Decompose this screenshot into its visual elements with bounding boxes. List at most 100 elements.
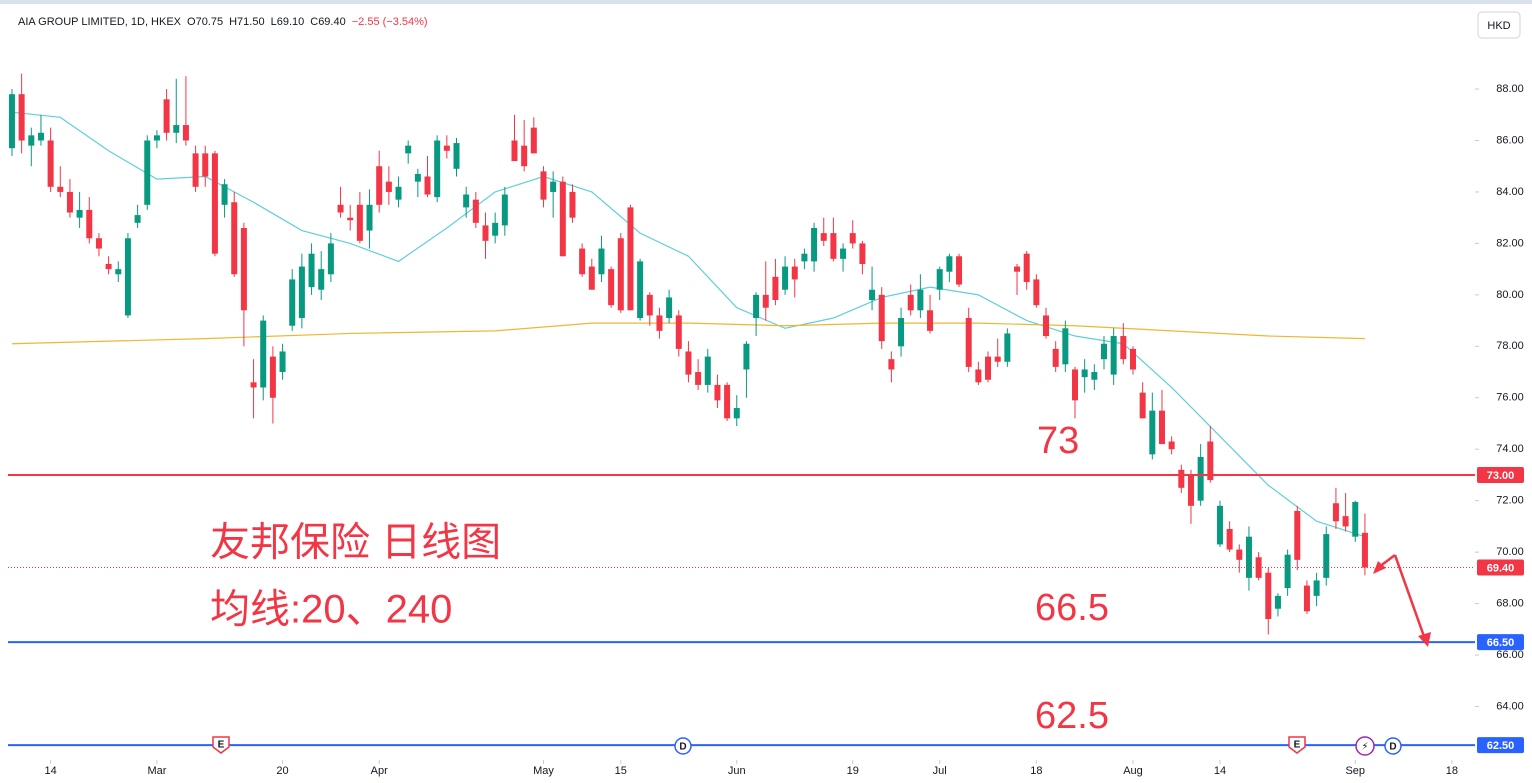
candle-body <box>936 269 943 290</box>
candle-body <box>153 135 160 141</box>
candle-body <box>675 315 682 349</box>
candle-body <box>1081 369 1088 378</box>
candle-body <box>743 343 750 370</box>
event-label[interactable]: ⚡ <box>1361 742 1368 753</box>
candle-body <box>124 238 131 316</box>
candle-body <box>1129 348 1136 370</box>
candle-body <box>559 181 566 257</box>
y-tick-label: 68.00 <box>1496 597 1524 609</box>
candle-body <box>801 253 808 262</box>
candle-body <box>1245 536 1252 578</box>
arrow-head <box>1373 561 1386 574</box>
x-tick-label: Apr <box>371 765 388 777</box>
y-tick-label: 72.00 <box>1496 495 1524 507</box>
moving-average <box>11 322 1365 345</box>
candle-body <box>414 173 421 182</box>
candle-body <box>762 294 769 308</box>
candle-body <box>1342 516 1349 527</box>
currency[interactable]: HKD <box>1487 20 1510 32</box>
event-label[interactable]: D <box>679 742 686 753</box>
x-tick-label: May <box>533 765 554 777</box>
candle-body <box>888 359 895 370</box>
candle-body <box>47 140 54 187</box>
candle-body <box>424 176 431 195</box>
candle-body <box>37 132 44 141</box>
candle-body <box>86 209 93 239</box>
candle-body <box>617 238 624 311</box>
currency-button[interactable] <box>1477 11 1521 39</box>
candle-body <box>1352 501 1359 537</box>
candle-body <box>443 145 450 151</box>
event-icon[interactable] <box>212 736 230 754</box>
y-tick-label: 84.00 <box>1496 186 1524 198</box>
candle-body <box>163 99 170 133</box>
event-label[interactable]: E <box>1294 740 1301 751</box>
candle-body <box>1139 392 1146 419</box>
candle-body <box>105 263 112 270</box>
candle-body <box>685 351 692 375</box>
candle-body <box>1178 469 1185 488</box>
ohlc: C69.40 <box>310 16 345 28</box>
level-label: 62.50 <box>1487 740 1515 752</box>
candle-body <box>985 356 992 380</box>
candle-body <box>1187 474 1194 506</box>
y-tick-label: 66.00 <box>1496 649 1524 661</box>
x-tick-label: 20 <box>276 765 288 777</box>
event-icon[interactable] <box>1384 737 1402 755</box>
candle-body <box>840 248 847 259</box>
candle-body <box>791 266 798 280</box>
event-label[interactable]: D <box>1389 742 1396 753</box>
ohlc: O70.75 <box>187 16 223 28</box>
candle-body <box>627 207 634 311</box>
candle-body <box>356 204 363 241</box>
candle-body <box>202 153 209 177</box>
event-icon[interactable] <box>1355 736 1375 756</box>
candle-body <box>76 209 83 218</box>
candle-body <box>859 243 866 264</box>
x-tick-label: Jun <box>728 765 746 777</box>
candle-body <box>1313 580 1320 596</box>
candle-body <box>501 194 508 226</box>
arrow-head <box>1418 632 1431 647</box>
y-tick-label: 76.00 <box>1496 392 1524 404</box>
candle-body <box>704 356 711 385</box>
events: E D E ⚡ D <box>212 736 1402 756</box>
candle-body <box>530 127 537 154</box>
candle-body <box>1158 410 1165 445</box>
candle-body <box>1062 328 1069 365</box>
candle-body <box>1004 333 1011 362</box>
last-price-label: 69.40 <box>1487 562 1515 574</box>
candle-body <box>569 191 576 218</box>
candle-body <box>772 276 779 301</box>
event-icon[interactable] <box>674 737 692 755</box>
candle-body <box>869 289 876 301</box>
candle-body <box>1294 510 1301 560</box>
candle-body <box>298 266 305 319</box>
candle-body <box>1323 534 1330 578</box>
candle-body <box>540 171 547 200</box>
candle-body <box>588 266 595 290</box>
moving-average <box>11 111 1366 538</box>
candle-body <box>434 140 441 198</box>
candle-body <box>308 253 315 288</box>
candle-body <box>240 227 247 311</box>
x-tick-label: 18 <box>1030 765 1042 777</box>
annotation: 73 <box>1037 420 1079 462</box>
event-icon[interactable] <box>1288 736 1306 754</box>
candle-body <box>1207 441 1214 481</box>
candle-body <box>376 166 383 205</box>
level-label: 73.00 <box>1487 470 1515 482</box>
candle-body <box>820 233 827 241</box>
candle-body <box>965 318 972 367</box>
event-label[interactable]: E <box>218 740 225 751</box>
candle-body <box>714 384 721 401</box>
candle-body <box>1332 503 1339 522</box>
y-tick-label: 70.00 <box>1496 546 1524 558</box>
level-tag <box>1477 737 1524 754</box>
candle-body <box>347 217 354 221</box>
x-tick-label: Sep <box>1345 765 1365 777</box>
candle-body <box>830 233 837 259</box>
candle-body <box>395 186 402 200</box>
x-tick-label: 19 <box>847 765 859 777</box>
